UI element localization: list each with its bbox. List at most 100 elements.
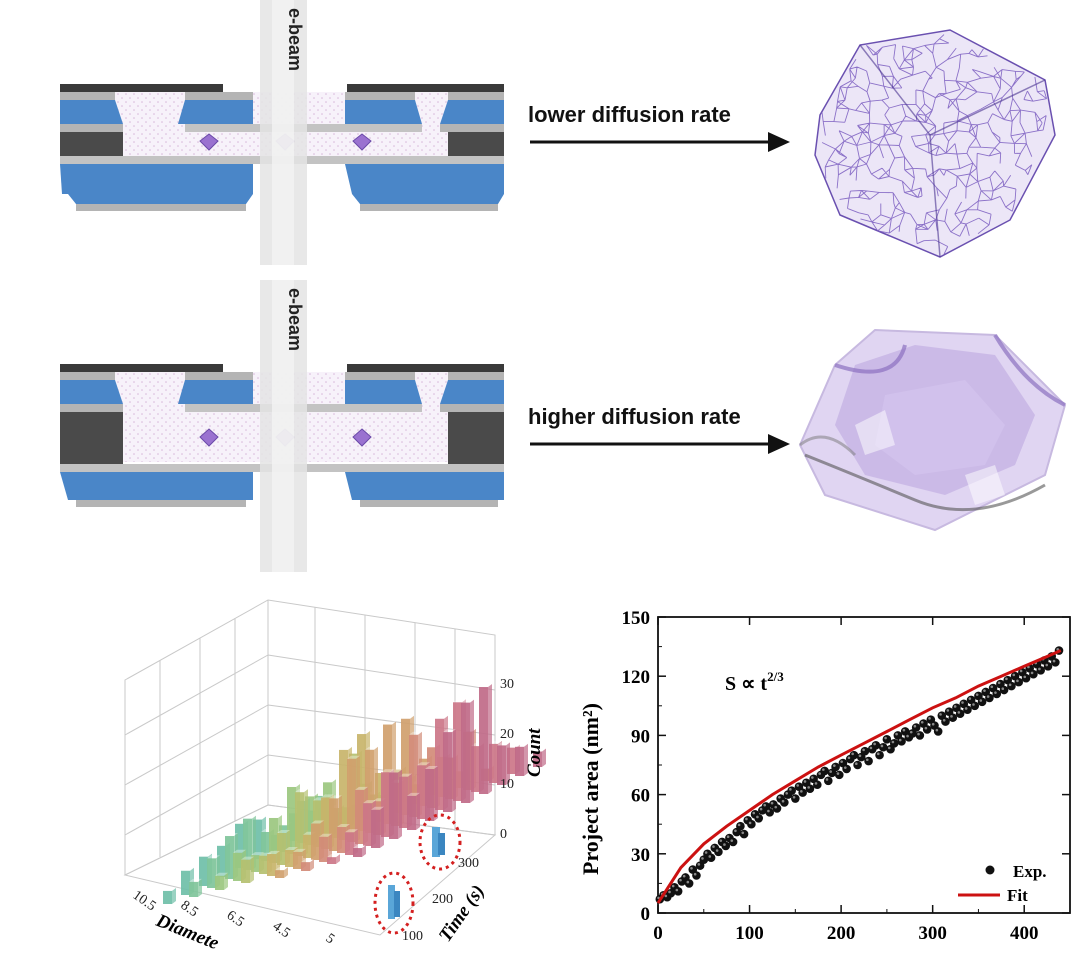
data-point: [864, 756, 873, 766]
data-point: [805, 784, 815, 793]
area-vs-time-chart: Project area (nm²) S ∝ t2/3 0 100 200 300 40…: [578, 608, 1071, 944]
y-tick-label: 90: [631, 726, 650, 747]
data-point-highlight: [785, 792, 789, 795]
data-point-highlight: [873, 742, 876, 746]
data-point-highlight: [1030, 671, 1034, 675]
data-point-highlight: [920, 720, 924, 724]
x-tick-label: 300: [918, 923, 947, 944]
data-point-highlight: [972, 703, 975, 706]
nanoparticle-right: [352, 133, 372, 151]
data-point-highlight: [913, 724, 917, 728]
data-point-highlight: [803, 780, 807, 783]
arrow-label-higher: higher diffusion rate: [528, 404, 741, 429]
data-point: [992, 689, 1002, 699]
data-point-highlight: [671, 884, 675, 888]
data-point-highlight: [704, 851, 708, 854]
data-point-highlight: [946, 709, 950, 712]
time-tick: 300: [458, 856, 479, 871]
data-point-highlight: [1001, 687, 1005, 691]
data-point-highlight: [1005, 677, 1008, 681]
data-point: [1029, 669, 1038, 679]
time-tick: 200: [432, 892, 453, 907]
data-point-highlight: [895, 732, 898, 736]
data-point-highlight: [792, 795, 796, 799]
diameter-tick: 10.5: [130, 888, 159, 914]
data-point: [897, 737, 906, 746]
data-point: [882, 735, 892, 744]
data-point: [853, 760, 862, 770]
data-point-highlight: [730, 839, 734, 842]
x-tick-label: 0: [653, 923, 663, 944]
data-point: [706, 853, 716, 863]
axis-label-count: Count: [524, 728, 545, 777]
data-point-highlight: [759, 807, 763, 811]
legend: Exp. Fit: [958, 862, 1047, 905]
data-point-highlight: [983, 689, 986, 692]
data-point-highlight: [898, 738, 902, 742]
data-point-highlight: [847, 756, 851, 760]
data-point-highlight: [924, 726, 928, 730]
data-point: [736, 821, 745, 831]
nanoparticle-right: [352, 428, 372, 447]
data-point-highlight: [931, 722, 935, 726]
data-point-highlight: [675, 888, 679, 892]
data-point: [673, 886, 683, 896]
data-point-highlight: [994, 691, 997, 694]
data-point-highlight: [902, 728, 906, 732]
axis-label-time: Time (s): [435, 881, 489, 946]
data-point: [915, 731, 925, 740]
data-point: [963, 705, 972, 715]
data-point: [933, 727, 943, 736]
arrow-higher: [530, 434, 790, 454]
nanoparticle-left: [199, 428, 219, 447]
data-point-highlight: [942, 718, 946, 722]
data-point: [684, 879, 694, 888]
data-point-highlight: [1019, 669, 1023, 673]
data-point-highlight: [917, 732, 920, 736]
data-point-highlight: [939, 713, 942, 716]
data-point-highlight: [686, 880, 690, 884]
data-point-highlight: [884, 736, 887, 740]
data-point: [787, 786, 796, 795]
data-point-highlight: [715, 849, 719, 852]
data-point-highlight: [734, 829, 737, 833]
data-point-highlight: [957, 711, 961, 714]
data-point-highlight: [767, 809, 770, 813]
data-point-highlight: [836, 772, 840, 775]
data-point-highlight: [712, 845, 715, 848]
data-point-highlight: [807, 786, 810, 789]
data-point-highlight: [854, 762, 858, 765]
count-tick: 30: [500, 677, 514, 692]
data-point-highlight: [679, 878, 682, 882]
data-point-highlight: [723, 843, 726, 846]
data-point-highlight: [840, 760, 843, 764]
data-point: [834, 770, 844, 780]
data-point-highlight: [745, 817, 748, 821]
data-point: [721, 841, 731, 851]
data-point: [1043, 662, 1053, 671]
data-point-highlight: [800, 790, 803, 793]
data-point-highlight: [814, 782, 818, 785]
data-point-highlight: [964, 707, 968, 710]
data-point-highlight: [829, 770, 832, 773]
data-point-highlight: [763, 803, 767, 807]
data-point: [849, 750, 859, 760]
data-point-highlight: [693, 872, 697, 876]
data-point-highlight: [961, 701, 964, 704]
fit-series-line: [656, 649, 1062, 904]
count-tick: 0: [500, 827, 507, 842]
data-point: [860, 746, 870, 756]
data-point: [999, 685, 1009, 695]
y-tick-label: 0: [641, 904, 651, 925]
nanocube-hollow: [798, 328, 1067, 532]
data-point: [791, 794, 800, 803]
data-point: [772, 804, 782, 813]
data-point: [739, 829, 749, 839]
data-point-highlight: [1045, 663, 1049, 667]
legend-marker-exp: [985, 865, 995, 875]
data-point: [820, 766, 829, 776]
data-point-highlight: [789, 788, 792, 791]
data-point-highlight: [906, 734, 909, 738]
data-point-highlight: [862, 748, 865, 752]
e-beam-label: e-beam: [285, 8, 305, 71]
